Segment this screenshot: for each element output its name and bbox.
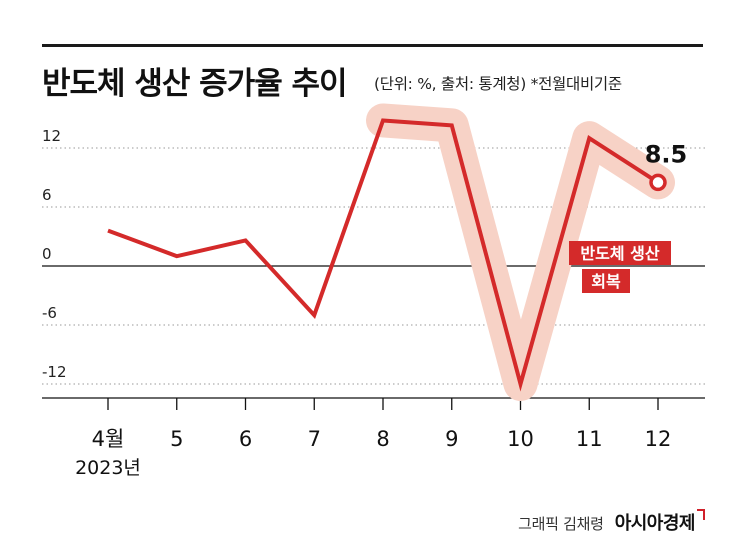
- chart-title: 반도체 생산 증가율 추이: [42, 66, 348, 102]
- brand-mark-icon: [697, 509, 705, 520]
- brand-logo: 아시아경제: [614, 513, 696, 534]
- chart-subtitle: (단위: %, 출처: 통계청) *전월대비기준: [374, 75, 622, 93]
- title-rule: [42, 44, 703, 47]
- y-tick-label: 12: [42, 127, 61, 145]
- x-tick-label: 4월: [92, 427, 125, 451]
- x-tick-label: 9: [445, 427, 458, 451]
- y-tick-label: -12: [42, 363, 67, 381]
- footer: 그래픽 김채령 아시아경제: [518, 509, 705, 535]
- graphic-credit: 그래픽 김채령: [518, 515, 604, 533]
- x-tick-label: 6: [239, 427, 252, 451]
- annotation-label: 반도체 생산: [580, 244, 659, 263]
- series-line: [107, 118, 660, 392]
- y-tick-label: 6: [42, 186, 52, 204]
- x-tick-label: 10: [507, 427, 534, 451]
- x-tick-label: 11: [576, 427, 603, 451]
- x-tick-label: 7: [308, 427, 321, 451]
- annotation-box: [569, 241, 671, 265]
- x-year-label: 2023년: [75, 457, 141, 479]
- end-point-marker: [649, 173, 667, 192]
- annotation-label: 회복: [591, 272, 621, 291]
- x-tick-label: 5: [170, 427, 183, 451]
- annotation-box: [582, 269, 630, 293]
- x-tick-label: 12: [645, 427, 672, 451]
- y-tick-label: -6: [42, 304, 57, 322]
- x-tick-label: 8: [376, 427, 389, 451]
- end-value-label: 8.5: [645, 140, 688, 168]
- y-tick-label: 0: [42, 245, 52, 263]
